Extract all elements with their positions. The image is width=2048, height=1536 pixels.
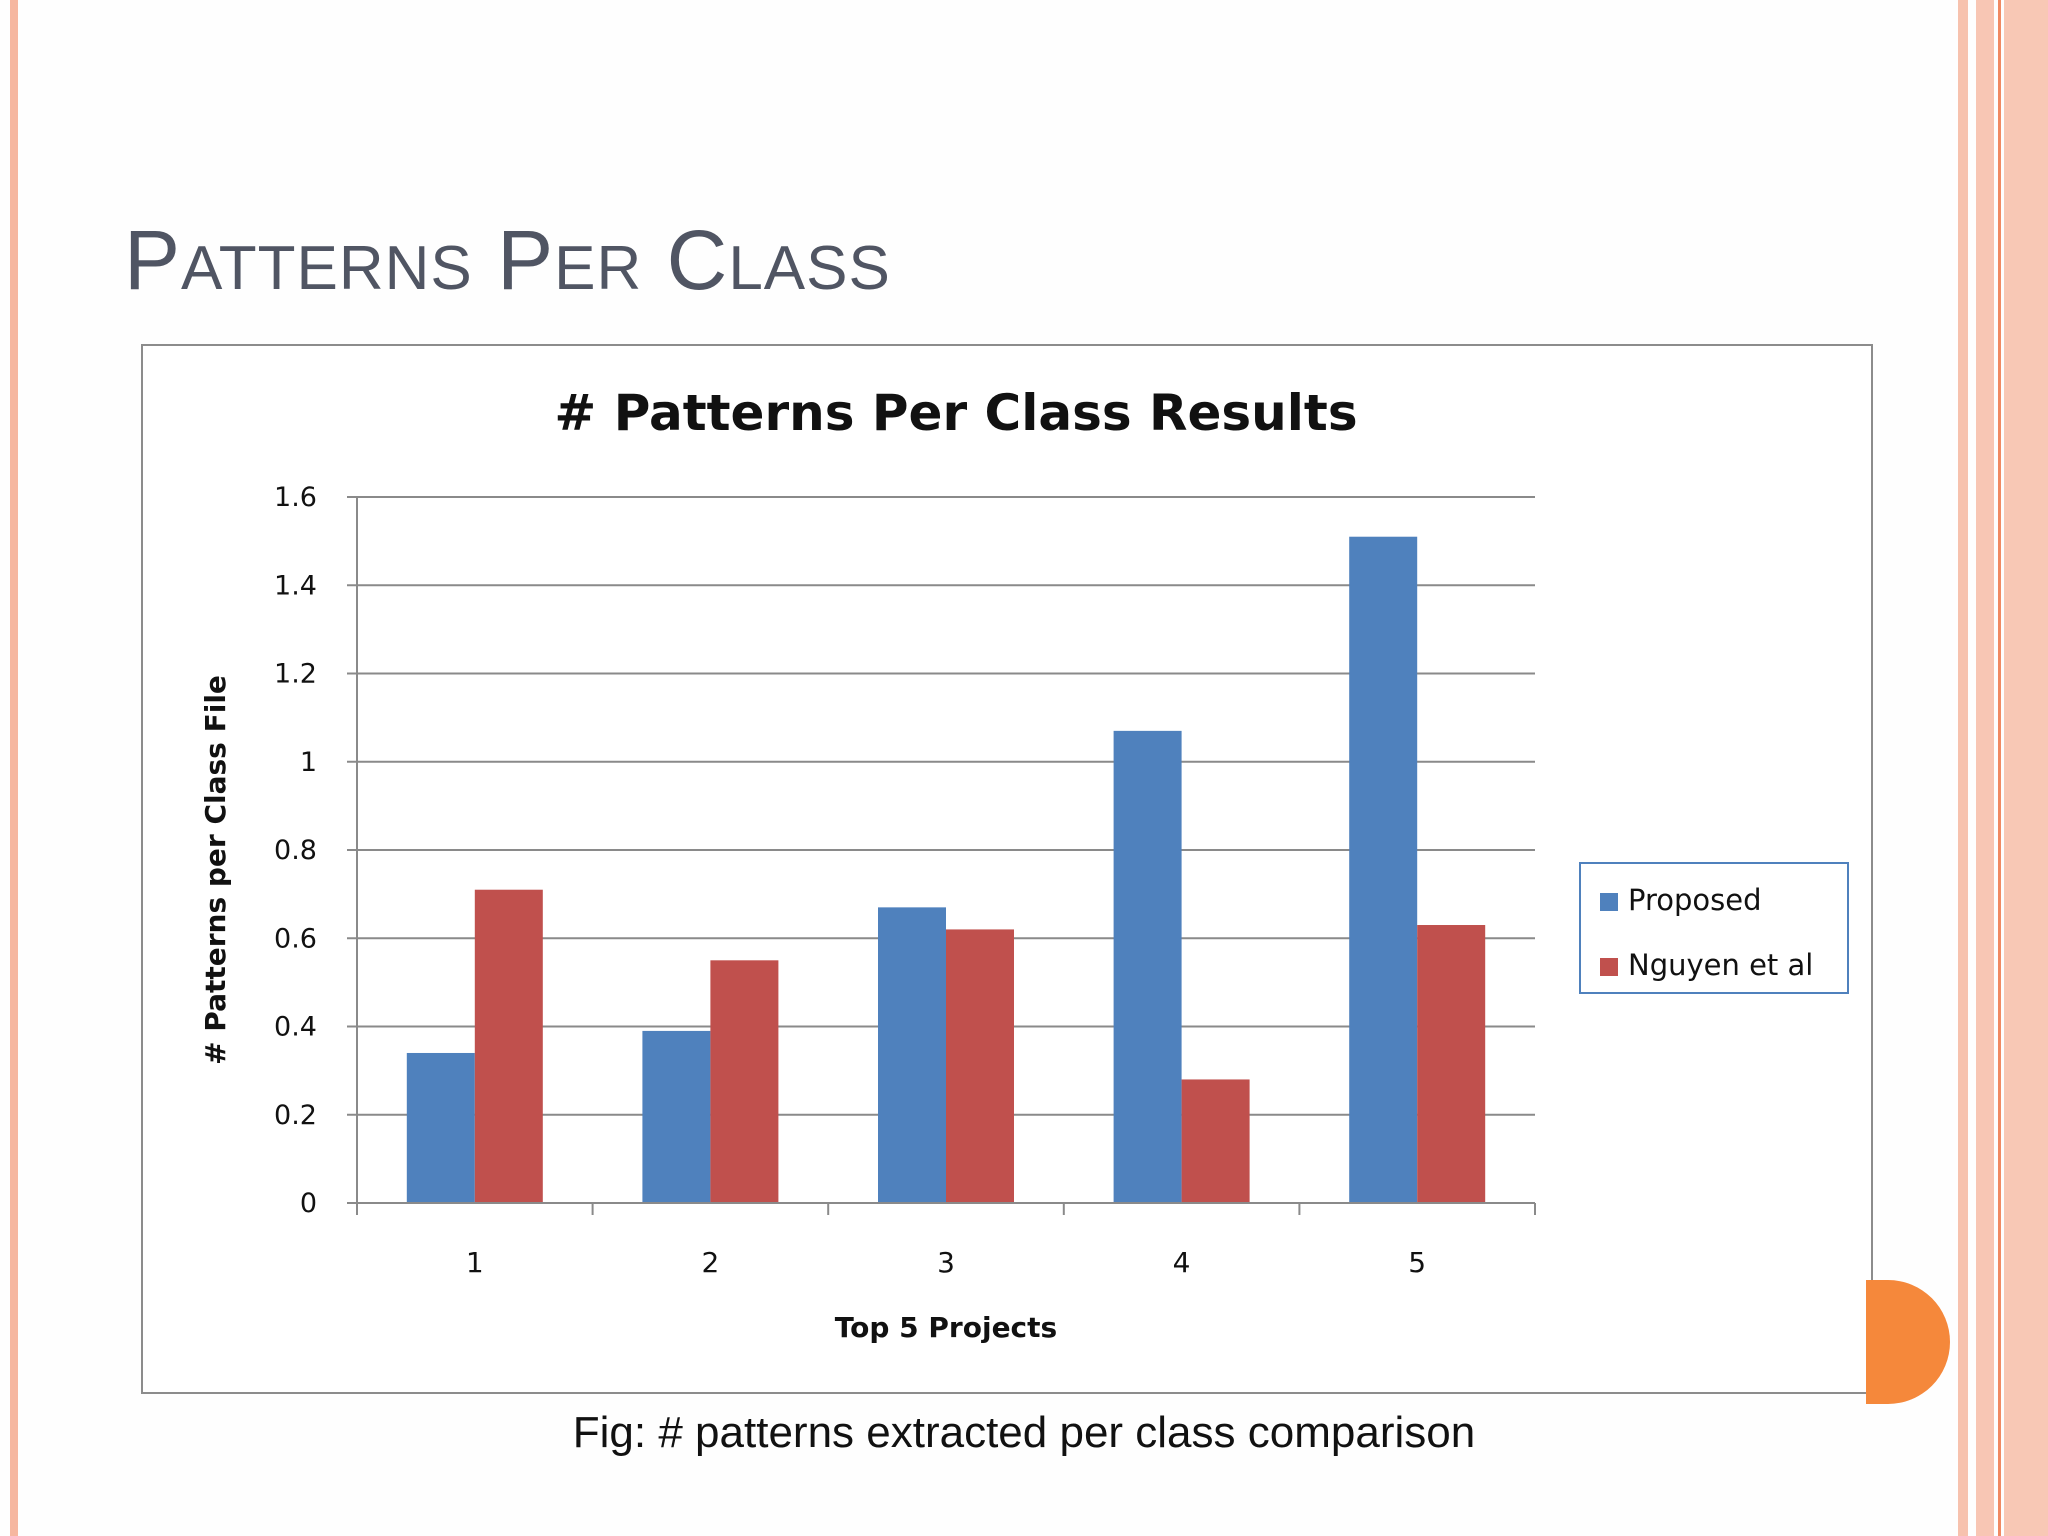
y-tick-label: 0.4 [274, 1012, 317, 1043]
x-tick-label: 2 [701, 1246, 719, 1279]
bar-nguyen-et-al [710, 960, 779, 1203]
chart-frame: # Patterns Per Class Results 0 0.2 0.4 0.6 0.… [141, 344, 1873, 1394]
y-axis-label: # Patterns per Class File [199, 675, 232, 1065]
legend-swatch [1600, 893, 1618, 911]
x-tick-label: 1 [466, 1246, 484, 1279]
legend-label: Proposed [1628, 883, 1762, 917]
y-tick-label: 0.8 [274, 835, 317, 866]
y-tick-label: 1.2 [274, 659, 317, 690]
y-tick-label: 1.6 [274, 482, 317, 513]
bar-chart: # Patterns Per Class Results 0 0.2 0.4 0.6 0.… [199, 384, 1849, 1344]
right-border-band [1976, 0, 1994, 1536]
legend-box [1579, 862, 1849, 994]
decorative-orange-circle [1866, 1280, 1950, 1404]
bar-nguyen-et-al [1181, 1079, 1250, 1203]
y-tick-label: 0.6 [274, 923, 317, 954]
y-tick-label: 1 [300, 747, 317, 778]
right-border-band [2004, 0, 2048, 1536]
x-axis-label: Top 5 Projects [835, 1311, 1057, 1344]
figure-caption: Fig: # patterns extracted per class comp… [572, 1408, 1476, 1457]
bar-nguyen-et-al [1417, 925, 1486, 1203]
legend-swatch [1600, 958, 1618, 976]
bar-nguyen-et-al [946, 929, 1014, 1203]
right-border-line [1998, 0, 2001, 1536]
bar-proposed [1349, 536, 1418, 1203]
legend-label: Nguyen et al [1628, 948, 1813, 982]
bar-proposed [642, 1030, 711, 1203]
slide-title: PATTERNS PER CLASS [124, 213, 891, 307]
bar-proposed [878, 907, 946, 1203]
right-border-band [1958, 0, 1968, 1536]
left-border-decoration [10, 0, 18, 1536]
y-tick-label: 1.4 [274, 570, 317, 601]
chart-title: # Patterns Per Class Results [554, 384, 1357, 442]
x-tick-label: 5 [1408, 1246, 1426, 1279]
bar-nguyen-et-al [474, 889, 543, 1203]
y-tick-label: 0.2 [274, 1100, 317, 1131]
x-tick-label: 4 [1173, 1246, 1191, 1279]
bar-proposed [1113, 730, 1182, 1203]
y-tick-label: 0 [300, 1188, 317, 1219]
x-tick-label: 3 [937, 1246, 955, 1279]
bar-proposed [406, 1052, 475, 1203]
